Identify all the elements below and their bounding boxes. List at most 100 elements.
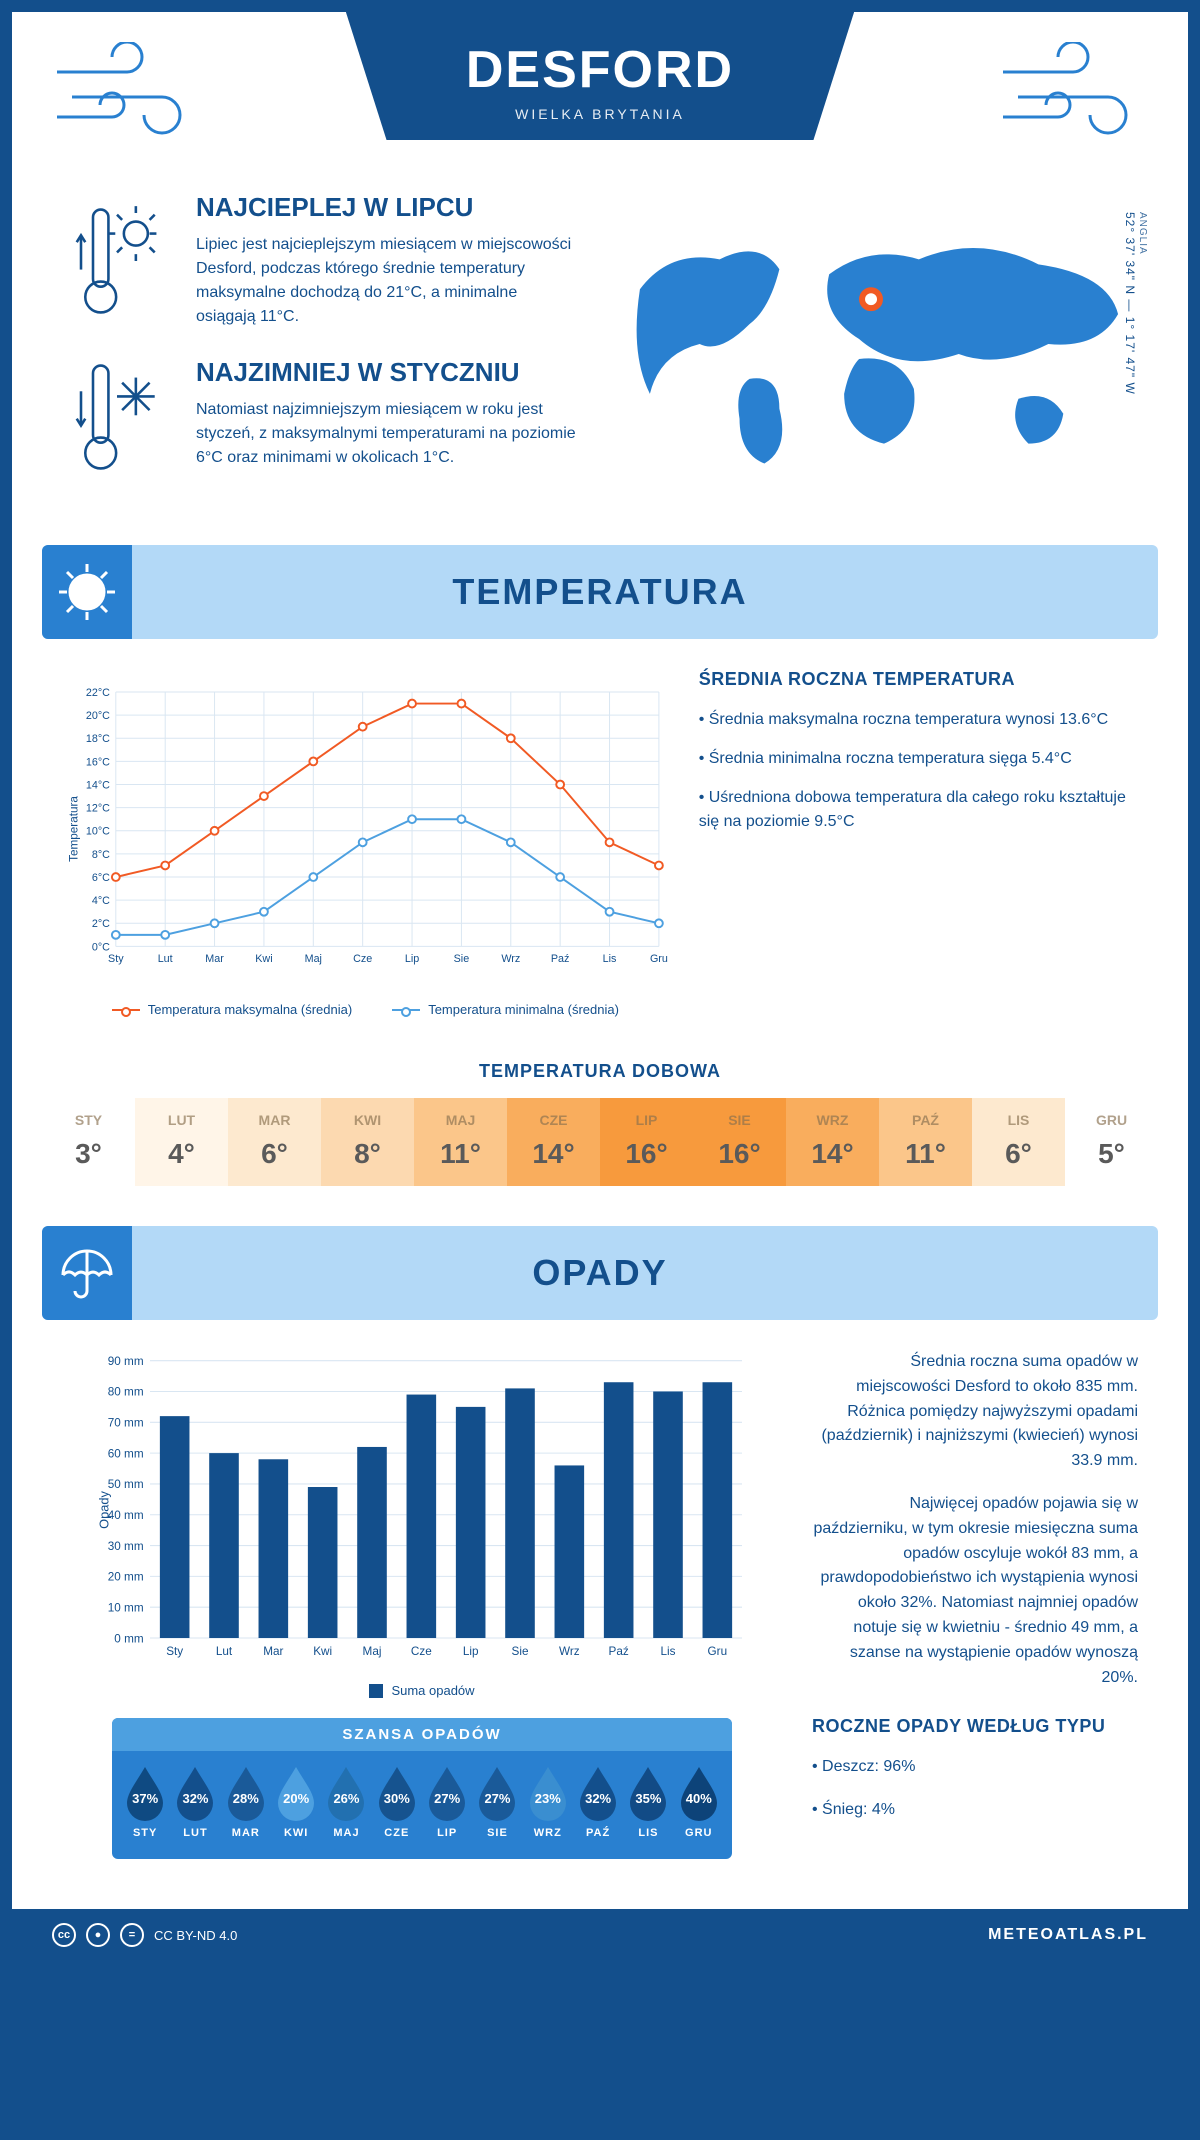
license-text: CC BY-ND 4.0 xyxy=(154,1928,237,1943)
thermometer-sun-icon xyxy=(62,192,172,329)
svg-text:0 mm: 0 mm xyxy=(114,1632,143,1645)
chance-drop: 20%KWI xyxy=(271,1765,321,1839)
page-title: DESFORD xyxy=(466,40,734,100)
svg-text:Lut: Lut xyxy=(216,1645,233,1658)
svg-text:Wrz: Wrz xyxy=(501,953,520,965)
sun-icon xyxy=(42,545,132,639)
avg-year-temperature: ŚREDNIA ROCZNA TEMPERATURA • Średnia mak… xyxy=(699,669,1138,1017)
svg-text:22°C: 22°C xyxy=(86,687,110,699)
chance-drop: 32%LUT xyxy=(170,1765,220,1839)
chance-drop: 26%MAJ xyxy=(321,1765,371,1839)
chance-of-precip: SZANSA OPADÓW 37%STY 32%LUT 28%MAR 20%KW… xyxy=(112,1718,732,1859)
daily-temp-strip: STY3°LUT4°MAR6°KWI8°MAJ11°CZE14°LIP16°SI… xyxy=(42,1098,1158,1186)
svg-text:16°C: 16°C xyxy=(86,756,110,768)
legend-min: Temperatura minimalna (średnia) xyxy=(428,1002,619,1017)
umbrella-icon xyxy=(42,1226,132,1320)
svg-text:40 mm: 40 mm xyxy=(108,1509,144,1522)
svg-text:4°C: 4°C xyxy=(92,895,110,907)
daily-temp-cell: WRZ14° xyxy=(786,1098,879,1186)
svg-text:90 mm: 90 mm xyxy=(108,1355,144,1368)
svg-text:30 mm: 30 mm xyxy=(108,1540,144,1553)
cc-icon: cc xyxy=(52,1923,76,1947)
svg-text:Cze: Cze xyxy=(353,953,372,965)
chance-drop: 27%LIP xyxy=(422,1765,472,1839)
chance-drop: 40%GRU xyxy=(674,1765,724,1839)
svg-text:Gru: Gru xyxy=(708,1645,728,1658)
by-icon: ● xyxy=(86,1923,110,1947)
svg-text:Kwi: Kwi xyxy=(255,953,272,965)
svg-text:6°C: 6°C xyxy=(92,872,110,884)
svg-text:10 mm: 10 mm xyxy=(108,1601,144,1614)
svg-text:12°C: 12°C xyxy=(86,803,110,815)
svg-text:70 mm: 70 mm xyxy=(108,1417,144,1430)
coldest-block: NAJZIMNIEJ W STYCZNIU Natomiast najzimni… xyxy=(62,357,580,477)
daily-temp-title: TEMPERATURA DOBOWA xyxy=(12,1061,1188,1082)
section-temperatura: TEMPERATURA xyxy=(42,545,1158,639)
brand: METEOATLAS.PL xyxy=(988,1926,1148,1944)
svg-text:80 mm: 80 mm xyxy=(108,1386,144,1399)
chance-drop: 35%LIS xyxy=(623,1765,673,1839)
legend-max: Temperatura maksymalna (średnia) xyxy=(148,1002,352,1017)
world-map: ANGLIA 52° 37' 34" N — 1° 17' 47" W xyxy=(620,192,1138,505)
chance-drop: 28%MAR xyxy=(221,1765,271,1839)
temperature-line-chart: 0°C2°C4°C6°C8°C10°C12°C14°C16°C18°C20°C2… xyxy=(62,669,669,1017)
svg-text:Temperatura: Temperatura xyxy=(68,796,81,862)
svg-text:Kwi: Kwi xyxy=(313,1645,332,1658)
svg-text:Mar: Mar xyxy=(205,953,224,965)
precip-description: Średnia roczna suma opadów w miejscowośc… xyxy=(812,1350,1138,1859)
svg-text:Lip: Lip xyxy=(405,953,419,965)
nd-icon: = xyxy=(120,1923,144,1947)
section-opady: OPADY xyxy=(42,1226,1158,1320)
coldest-text: Natomiast najzimniejszym miesiącem w rok… xyxy=(196,398,580,470)
coldest-title: NAJZIMNIEJ W STYCZNIU xyxy=(196,357,580,388)
svg-text:2°C: 2°C xyxy=(92,918,110,930)
svg-text:Sty: Sty xyxy=(108,953,124,965)
svg-text:0°C: 0°C xyxy=(92,941,110,953)
svg-text:Lip: Lip xyxy=(463,1645,479,1658)
hottest-title: NAJCIEPLEJ W LIPCU xyxy=(196,192,580,223)
coordinates: ANGLIA 52° 37' 34" N — 1° 17' 47" W xyxy=(1123,212,1148,395)
svg-text:Paź: Paź xyxy=(551,953,570,965)
hottest-text: Lipiec jest najcieplejszym miesiącem w m… xyxy=(196,233,580,329)
wind-icon-right xyxy=(998,42,1148,147)
svg-text:20 mm: 20 mm xyxy=(108,1571,144,1584)
thermometer-snow-icon xyxy=(62,357,172,477)
chance-drop: 27%SIE xyxy=(472,1765,522,1839)
svg-text:Sie: Sie xyxy=(512,1645,529,1658)
daily-temp-cell: SIE16° xyxy=(693,1098,786,1186)
chance-drop: 32%PAŹ xyxy=(573,1765,623,1839)
daily-temp-cell: KWI8° xyxy=(321,1098,414,1186)
wind-icon-left xyxy=(52,42,202,147)
chance-drop: 37%STY xyxy=(120,1765,170,1839)
header: DESFORD WIELKA BRYTANIA xyxy=(12,12,1188,172)
svg-text:Lis: Lis xyxy=(661,1645,676,1658)
footer: cc ● = CC BY-ND 4.0 METEOATLAS.PL xyxy=(12,1909,1188,1961)
svg-text:Maj: Maj xyxy=(363,1645,382,1658)
svg-text:10°C: 10°C xyxy=(86,826,110,838)
svg-text:14°C: 14°C xyxy=(86,779,110,791)
svg-text:Opady: Opady xyxy=(96,1491,111,1529)
daily-temp-cell: LUT4° xyxy=(135,1098,228,1186)
daily-temp-cell: LIS6° xyxy=(972,1098,1065,1186)
svg-text:Sty: Sty xyxy=(166,1645,183,1658)
svg-text:18°C: 18°C xyxy=(86,733,110,745)
legend-precip: Suma opadów xyxy=(391,1683,474,1698)
daily-temp-cell: CZE14° xyxy=(507,1098,600,1186)
chance-drop: 23%WRZ xyxy=(523,1765,573,1839)
hottest-block: NAJCIEPLEJ W LIPCU Lipiec jest najcieple… xyxy=(62,192,580,329)
page-subtitle: WIELKA BRYTANIA xyxy=(466,106,734,122)
svg-text:Mar: Mar xyxy=(263,1645,283,1658)
svg-text:8°C: 8°C xyxy=(92,849,110,861)
daily-temp-cell: STY3° xyxy=(42,1098,135,1186)
svg-text:Sie: Sie xyxy=(454,953,470,965)
daily-temp-cell: MAR6° xyxy=(228,1098,321,1186)
svg-text:Paź: Paź xyxy=(609,1645,629,1658)
svg-text:Maj: Maj xyxy=(305,953,322,965)
precipitation-bar-chart: 0 mm10 mm20 mm30 mm40 mm50 mm60 mm70 mm8… xyxy=(62,1350,782,1670)
svg-text:Lut: Lut xyxy=(158,953,173,965)
svg-text:Gru: Gru xyxy=(650,953,668,965)
chance-drop: 30%CZE xyxy=(372,1765,422,1839)
svg-text:Wrz: Wrz xyxy=(559,1645,580,1658)
daily-temp-cell: MAJ11° xyxy=(414,1098,507,1186)
daily-temp-cell: LIP16° xyxy=(600,1098,693,1186)
